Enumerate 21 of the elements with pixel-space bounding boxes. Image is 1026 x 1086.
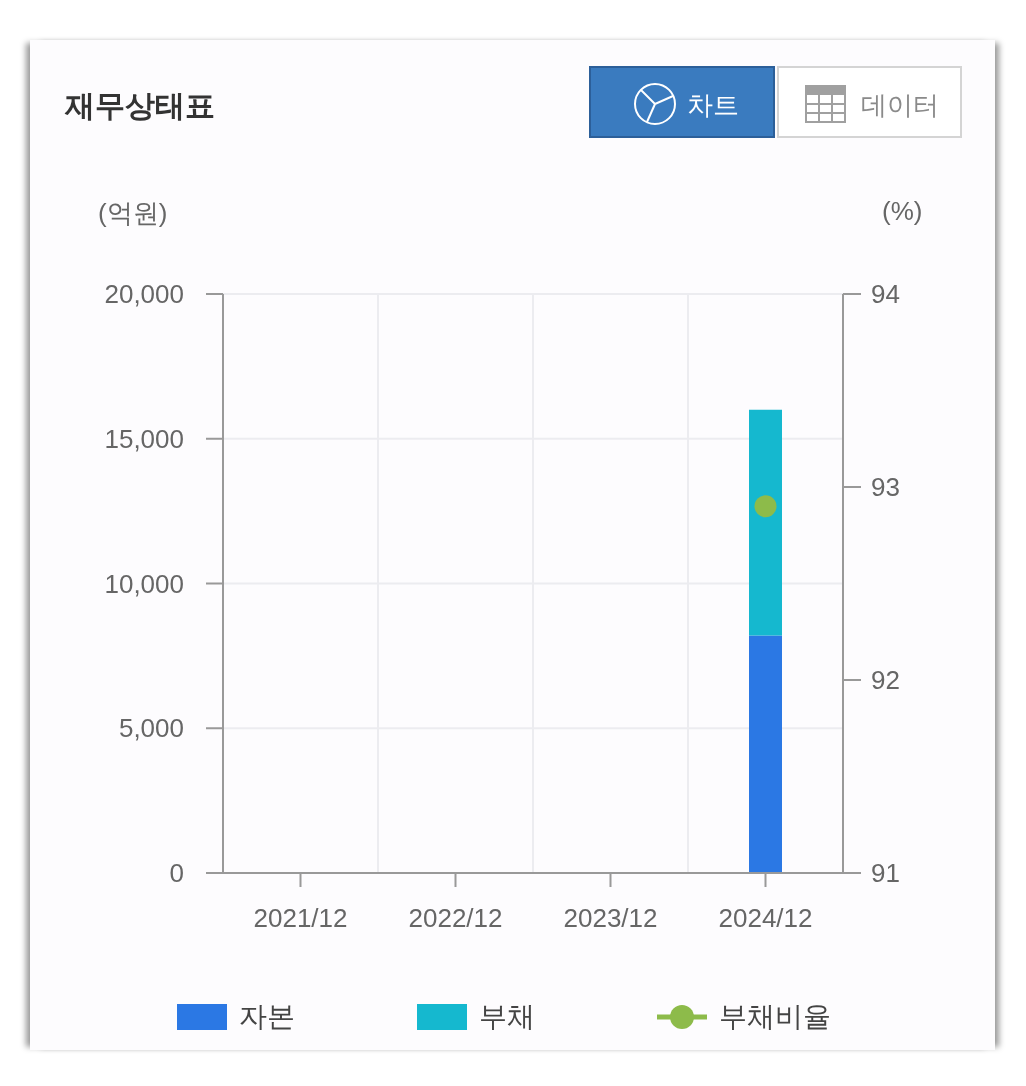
y-tick-label: 20,000 — [104, 279, 184, 310]
x-tick-label: 2023/12 — [563, 903, 658, 934]
legend-label: 부채비율 — [719, 1000, 831, 1034]
y-tick-label: 0 — [169, 858, 184, 889]
y-tick-label: 5,000 — [118, 713, 184, 744]
y2-tick-label: 92 — [871, 665, 900, 696]
legend-label: 자본 — [239, 1000, 295, 1034]
y-axis-title: (억원) — [98, 197, 168, 230]
y2-tick-label: 91 — [871, 858, 900, 889]
y2-tick-label: 94 — [871, 279, 900, 310]
y-tick-label: 10,000 — [104, 568, 184, 599]
x-tick-label: 2024/12 — [718, 903, 813, 934]
chart-title: 재무상태표 — [65, 88, 215, 124]
y2-tick-label: 93 — [871, 472, 900, 503]
tab-button[interactable]: 차트 — [589, 66, 775, 138]
y2-axis-title: (%) — [882, 196, 923, 227]
tab-button[interactable]: 데이터 — [777, 66, 962, 138]
x-tick-label: 2021/12 — [253, 903, 348, 934]
x-tick-label: 2022/12 — [408, 903, 503, 934]
y-tick-label: 15,000 — [104, 423, 184, 454]
legend-label: 부채 — [479, 1000, 535, 1034]
